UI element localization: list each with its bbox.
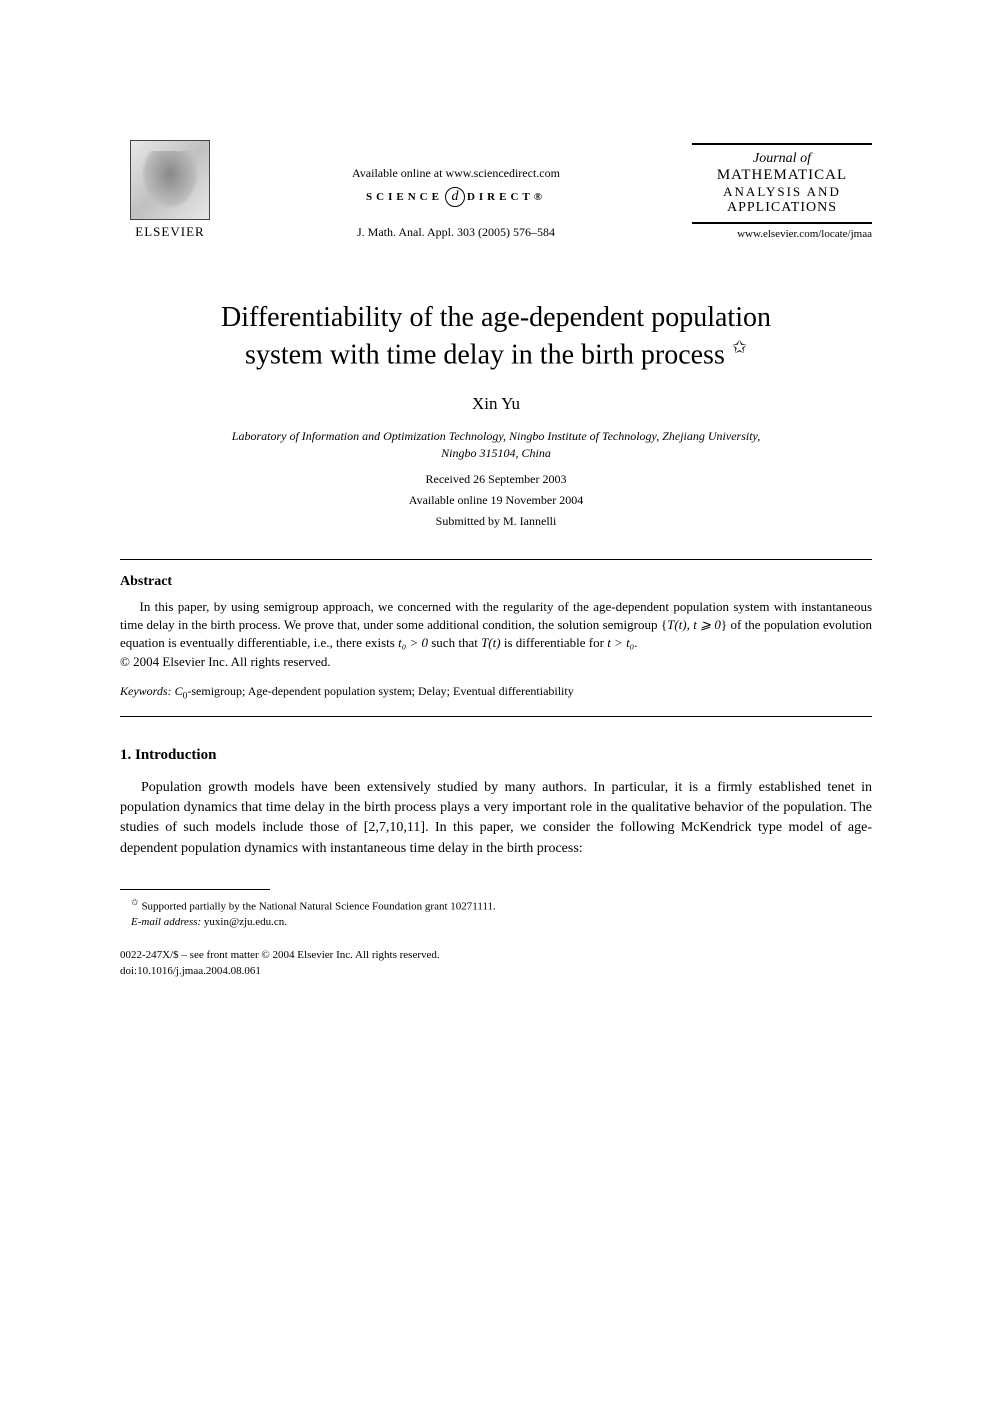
abstract-tgtt0: t > t₀ — [607, 635, 634, 650]
journal-citation: J. Math. Anal. Appl. 303 (2005) 576–584 — [240, 225, 672, 240]
abstract-Tt2: T(t) — [481, 635, 501, 650]
abstract-t0gt0: t₀ > 0 — [398, 635, 428, 650]
keywords-c0-c: C — [175, 684, 183, 698]
journal-of: Journal of — [692, 151, 872, 167]
locate-url: www.elsevier.com/locate/jmaa — [692, 228, 872, 240]
abstract-mid4: is differentiable for — [501, 635, 608, 650]
doi-line: doi:10.1016/j.jmaa.2004.08.061 — [120, 964, 872, 979]
footnote-support-text: Supported partially by the National Natu… — [141, 901, 495, 913]
title-line2: system with time delay in the birth proc… — [245, 340, 725, 371]
sd-right: DIRECT® — [467, 191, 546, 203]
abstract-body: In this paper, by using semigroup approa… — [120, 598, 872, 653]
rule-bottom — [120, 716, 872, 717]
elsevier-logo: ELSEVIER — [120, 140, 220, 240]
affiliation-line2: Ningbo 315104, China — [441, 446, 551, 460]
footnote-email: E-mail address: yuxin@zju.edu.cn. — [120, 915, 872, 930]
section1-body: Population growth models have been exten… — [120, 778, 872, 859]
abstract-heading: Abstract — [120, 574, 872, 590]
available-online: Available online at www.sciencedirect.co… — [240, 166, 672, 181]
journal-line2: ANALYSIS AND — [692, 184, 872, 200]
received-date: Received 26 September 2003 — [120, 472, 872, 487]
email-address: yuxin@zju.edu.cn. — [204, 916, 287, 928]
title-line1: Differentiability of the age-dependent p… — [221, 302, 771, 333]
keywords-text: -semigroup; Age-dependent population sys… — [187, 684, 573, 698]
author: Xin Yu — [120, 394, 872, 414]
abstract-copyright: © 2004 Elsevier Inc. All rights reserved… — [120, 654, 872, 670]
abstract-end: . — [634, 635, 637, 650]
journal-box: Journal of MATHEMATICAL ANALYSIS AND APP… — [692, 143, 872, 224]
header-row: ELSEVIER Available online at www.science… — [120, 140, 872, 240]
abstract-mid3: such that — [428, 635, 481, 650]
sd-d-icon: d — [445, 187, 465, 207]
journal-line3: APPLICATIONS — [692, 200, 872, 216]
affiliation: Laboratory of Information and Optimizati… — [120, 428, 872, 462]
available-date: Available online 19 November 2004 — [120, 493, 872, 508]
section1-heading: 1. Introduction — [120, 747, 872, 764]
abstract-tge0: t ⩾ 0 — [693, 617, 721, 632]
bottom-info: 0022-247X/$ – see front matter © 2004 El… — [120, 948, 872, 979]
journal-line1: MATHEMATICAL — [692, 167, 872, 184]
rule-top — [120, 559, 872, 560]
center-header: Available online at www.sciencedirect.co… — [220, 166, 692, 240]
sciencedirect-logo: SCIENCE d DIRECT® — [240, 187, 672, 207]
issn-line: 0022-247X/$ – see front matter © 2004 El… — [120, 948, 872, 963]
paper-title: Differentiability of the age-dependent p… — [120, 300, 872, 374]
journal-box-wrapper: Journal of MATHEMATICAL ANALYSIS AND APP… — [692, 143, 872, 240]
keywords-label: Keywords: — [120, 684, 172, 698]
affiliation-line1: Laboratory of Information and Optimizati… — [232, 429, 760, 443]
keywords: Keywords: C0-semigroup; Age-dependent po… — [120, 684, 872, 701]
sd-left: SCIENCE — [366, 191, 443, 203]
elsevier-text: ELSEVIER — [120, 224, 220, 240]
elsevier-tree-icon — [130, 140, 210, 220]
footnote-star-icon: ✩ — [131, 897, 139, 907]
submitted-by: Submitted by M. Iannelli — [120, 514, 872, 529]
footnote-rule — [120, 889, 270, 890]
email-label: E-mail address: — [131, 916, 201, 928]
abstract-Tt1: T(t) — [667, 617, 687, 632]
footnote-support: ✩ Supported partially by the National Na… — [120, 896, 872, 915]
title-footnote-star: ✩ — [732, 337, 747, 357]
